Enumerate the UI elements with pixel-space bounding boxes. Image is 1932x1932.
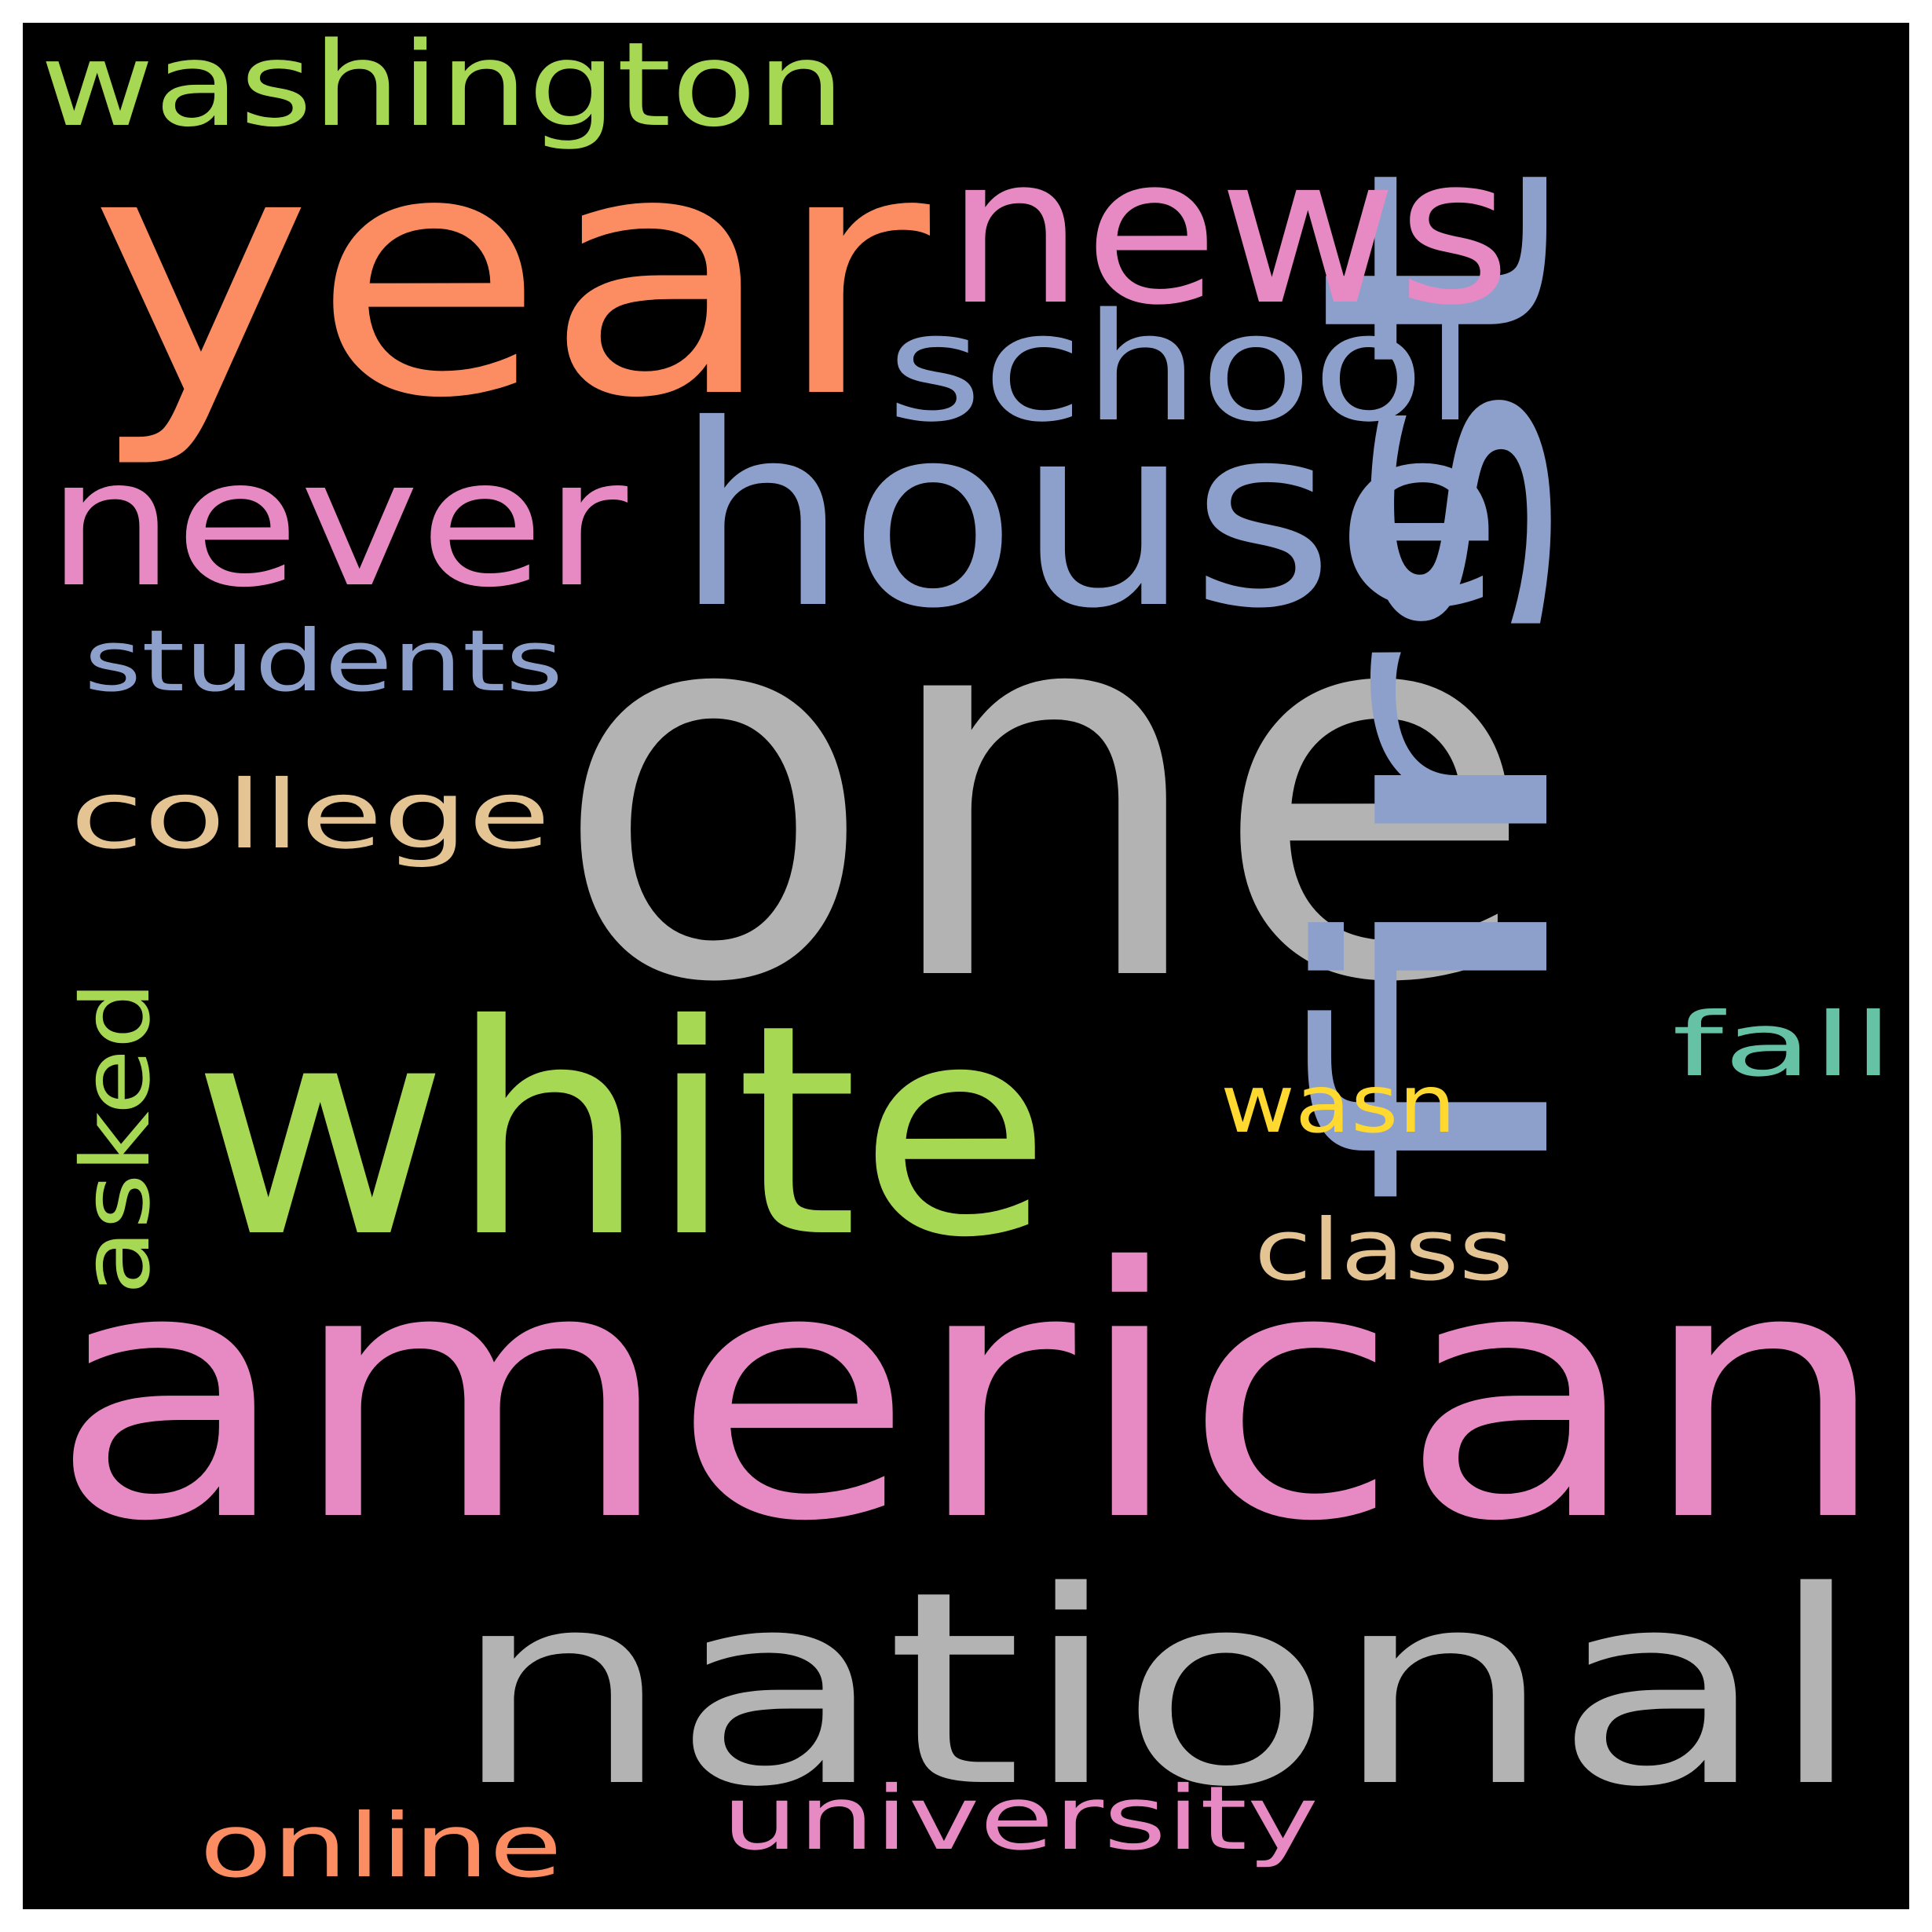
word-house: house — [675, 371, 1503, 664]
word-class: class — [1254, 1202, 1513, 1300]
word-wasn: wasn — [1220, 1058, 1456, 1151]
word-washington: washington — [40, 23, 845, 152]
word-american: american — [49, 1195, 1889, 1597]
word-online: online — [199, 1795, 562, 1897]
word-first: first — [1256, 164, 1621, 1209]
word-students: students — [84, 613, 563, 711]
word-asked: asked — [62, 981, 171, 1295]
word-college: college — [70, 761, 551, 870]
word-national: national — [451, 1535, 1864, 1846]
word-year: year — [90, 79, 934, 472]
word-white: white — [192, 964, 1052, 1301]
word-cloud: one american year first white national h… — [23, 23, 1909, 1909]
word-never: never — [46, 421, 628, 627]
word-news: news — [946, 113, 1511, 350]
word-one: one — [551, 485, 1537, 1098]
word-fall: fall — [1672, 994, 1894, 1096]
word-cloud-background — [23, 23, 1909, 1909]
word-university: university — [722, 1768, 1319, 1870]
word-school: school — [887, 281, 1476, 455]
word-cloud-canvas: one american year first white national h… — [23, 23, 1909, 1909]
